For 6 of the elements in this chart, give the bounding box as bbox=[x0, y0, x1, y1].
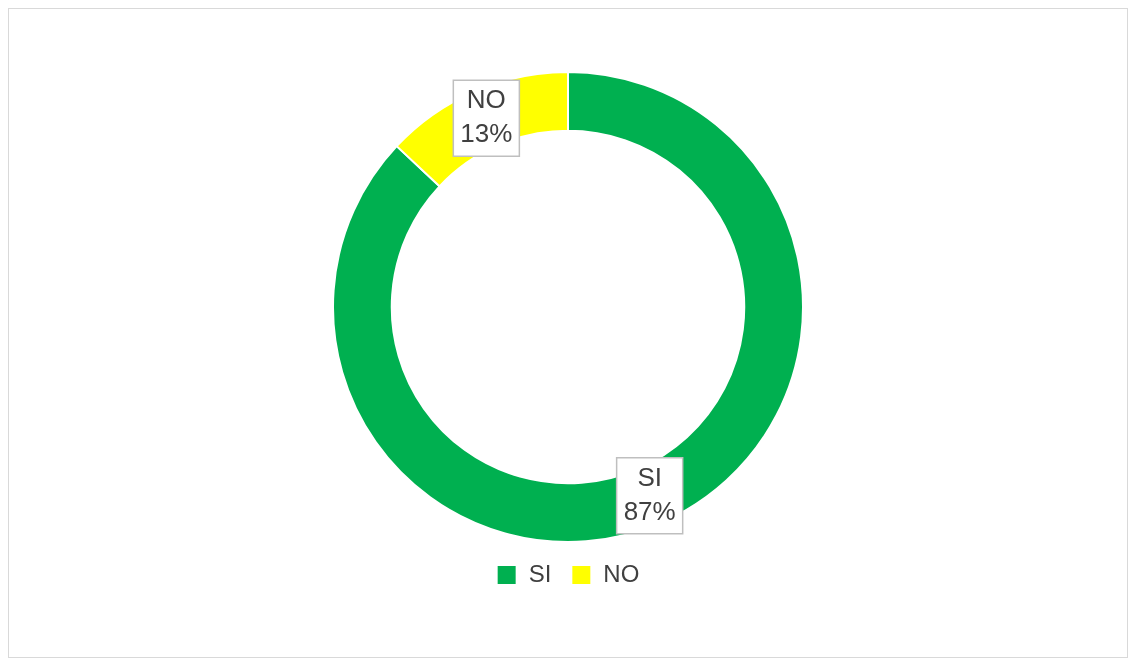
legend-label: NO bbox=[603, 559, 640, 587]
data-label: 87% bbox=[623, 495, 676, 526]
slice-label: NO bbox=[466, 84, 506, 115]
data-label: 13% bbox=[460, 118, 513, 149]
legend-label: SI bbox=[528, 559, 552, 587]
slice-label: SI bbox=[637, 461, 662, 492]
